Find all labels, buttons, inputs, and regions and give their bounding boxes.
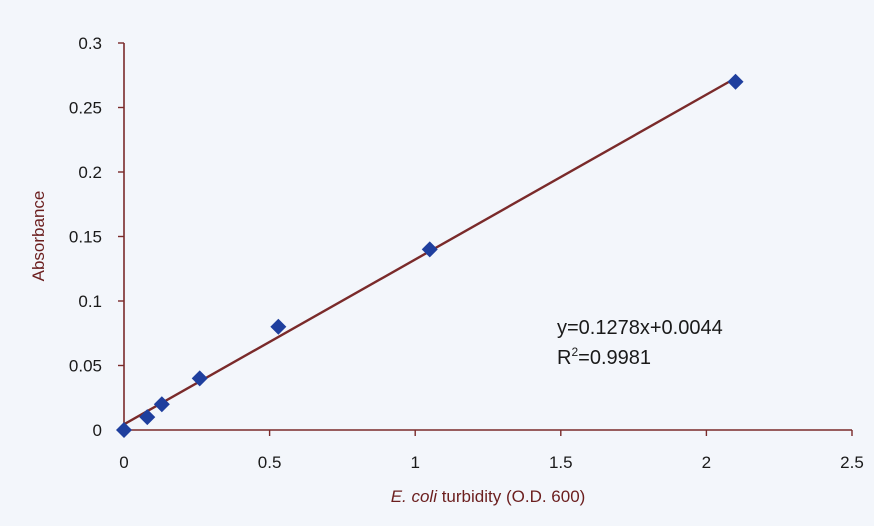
r-squared-superscript: 2 [571, 345, 578, 359]
x-axis-title-rest: turbidity (O.D. 600) [437, 487, 585, 506]
y-axis-title: Absorbance [29, 191, 48, 282]
data-point [191, 370, 208, 387]
x-axis-title-italic: E. coli [391, 487, 439, 506]
r-squared-value: =0.9981 [578, 347, 651, 369]
data-point [139, 409, 156, 426]
x-tick-label: 0.5 [258, 453, 282, 472]
data-point [153, 396, 170, 413]
r-squared-prefix: R [557, 347, 571, 369]
data-point [727, 73, 744, 90]
y-tick-label: 0.1 [78, 292, 102, 311]
y-tick-label: 0 [93, 421, 102, 440]
x-tick-label: 1 [410, 453, 419, 472]
data-point [421, 241, 438, 258]
x-tick-label: 1.5 [549, 453, 573, 472]
x-tick-label: 0 [119, 453, 128, 472]
regression-equation: y=0.1278x+0.0044 [557, 317, 723, 339]
x-tick-label: 2.5 [840, 453, 864, 472]
y-tick-label: 0.2 [78, 163, 102, 182]
tick-labels: 0 0.05 0.1 0.15 0.2 0.25 0.3 0 0.5 1 1.5 2 2.5 [69, 34, 864, 472]
y-tick-label: 0.05 [69, 357, 102, 376]
y-tick-label: 0.15 [69, 228, 102, 247]
x-axis-title: E. coli turbidity (O.D. 600) [391, 487, 586, 506]
data-points [116, 73, 744, 438]
axes [118, 42, 853, 436]
data-point [270, 318, 287, 335]
y-tick-label: 0.3 [78, 34, 102, 53]
data-point [116, 422, 132, 438]
r-squared-label: R2=0.9981 [557, 345, 651, 369]
y-tick-label: 0.25 [69, 99, 102, 118]
x-tick-label: 2 [702, 453, 711, 472]
